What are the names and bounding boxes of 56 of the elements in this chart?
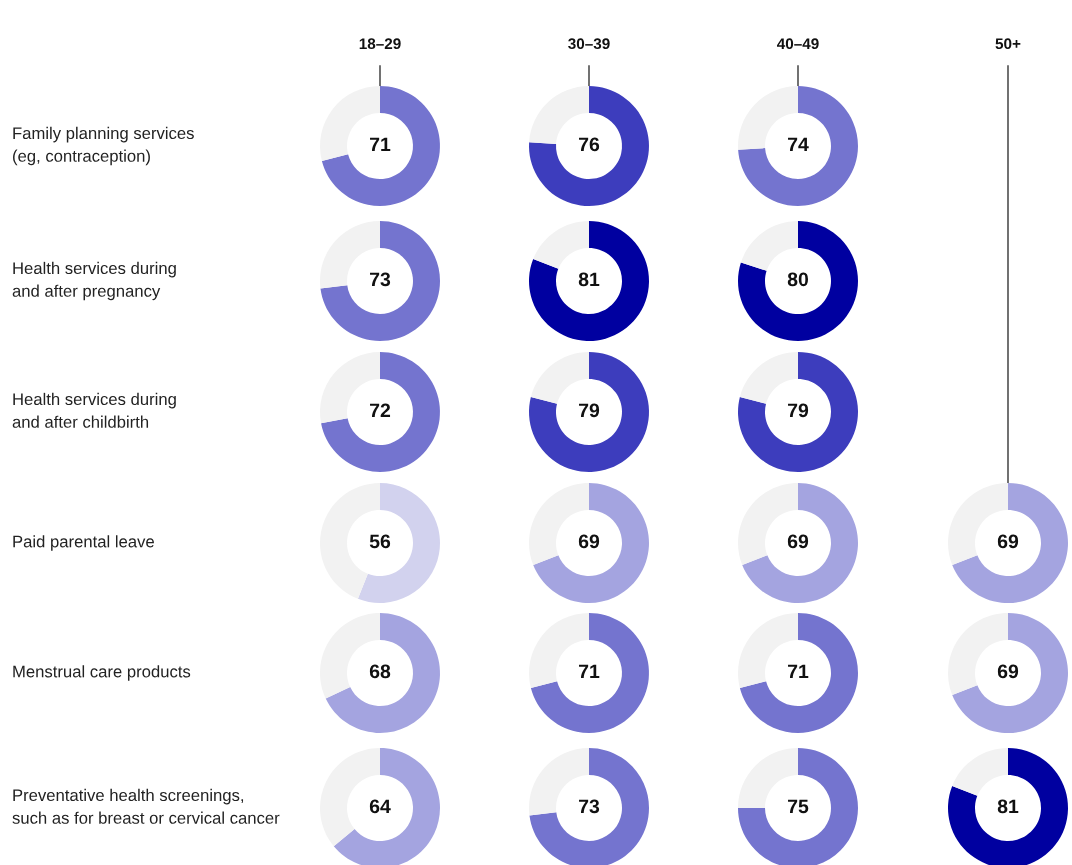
text: Family planning services (eg, contraception): [13, 126, 194, 166]
data-label: 69: [997, 534, 1019, 549]
text: Menstrual care products: [13, 665, 191, 681]
donut-slice: [952, 483, 1068, 603]
donut-slice: [321, 352, 440, 472]
data-label: 64: [369, 799, 391, 814]
donut-slice: [529, 748, 649, 865]
text: Health services during and after childbirth: [12, 392, 176, 428]
data-label: 73: [579, 799, 600, 814]
data-label: 68: [369, 664, 391, 679]
data-label: 80: [787, 272, 809, 287]
text: 40–49: [776, 38, 819, 50]
donut-slice: [529, 221, 649, 341]
data-label: 74: [788, 137, 809, 152]
donut-slice: [533, 221, 589, 269]
data-label: 76: [579, 137, 600, 152]
data-label: 79: [579, 403, 600, 418]
data-label: 69: [578, 534, 600, 549]
data-label: 81: [997, 799, 1019, 814]
donut-slice: [948, 748, 1068, 865]
data-label: 79: [788, 403, 809, 418]
donut-slice: [738, 748, 858, 865]
text: Preventative health screenings, such as for breast or cervical cancer: [12, 788, 280, 824]
donut-slice: [530, 613, 649, 733]
data-label: 71: [370, 137, 391, 152]
donut-slice: [952, 613, 1068, 733]
donut-slice: [738, 352, 858, 472]
text: 18–29: [359, 38, 401, 50]
data-label: 71: [788, 664, 809, 679]
donut-slice: [952, 748, 1008, 796]
text: 30–39: [568, 38, 610, 50]
text: Paid parental leave: [13, 535, 154, 551]
donut-slice: [529, 86, 649, 206]
donut-slice: [533, 483, 649, 603]
donut-slice: [529, 352, 649, 472]
data-label: 69: [787, 534, 809, 549]
data-label: 72: [370, 403, 391, 418]
donut-slice: [739, 613, 858, 733]
data-label: 71: [579, 664, 600, 679]
donut-slice: [325, 613, 440, 733]
donut-slice: [742, 483, 858, 603]
donut-slice: [320, 221, 440, 341]
data-label: 56: [369, 534, 391, 549]
data-label: 75: [788, 799, 809, 814]
donut-slice: [738, 86, 858, 206]
text: Health services during and after pregnancy: [12, 261, 176, 301]
donut-slice: [740, 221, 798, 271]
donut-slice: [739, 352, 798, 404]
donut-slice: [530, 352, 589, 404]
donut-slice: [357, 483, 440, 603]
data-label: 81: [578, 272, 600, 287]
donut-slice: [321, 86, 440, 206]
text: 50+: [995, 38, 1021, 50]
data-label: 73: [370, 272, 391, 287]
data-label: 69: [997, 664, 1019, 679]
donut-slice: [738, 221, 858, 341]
